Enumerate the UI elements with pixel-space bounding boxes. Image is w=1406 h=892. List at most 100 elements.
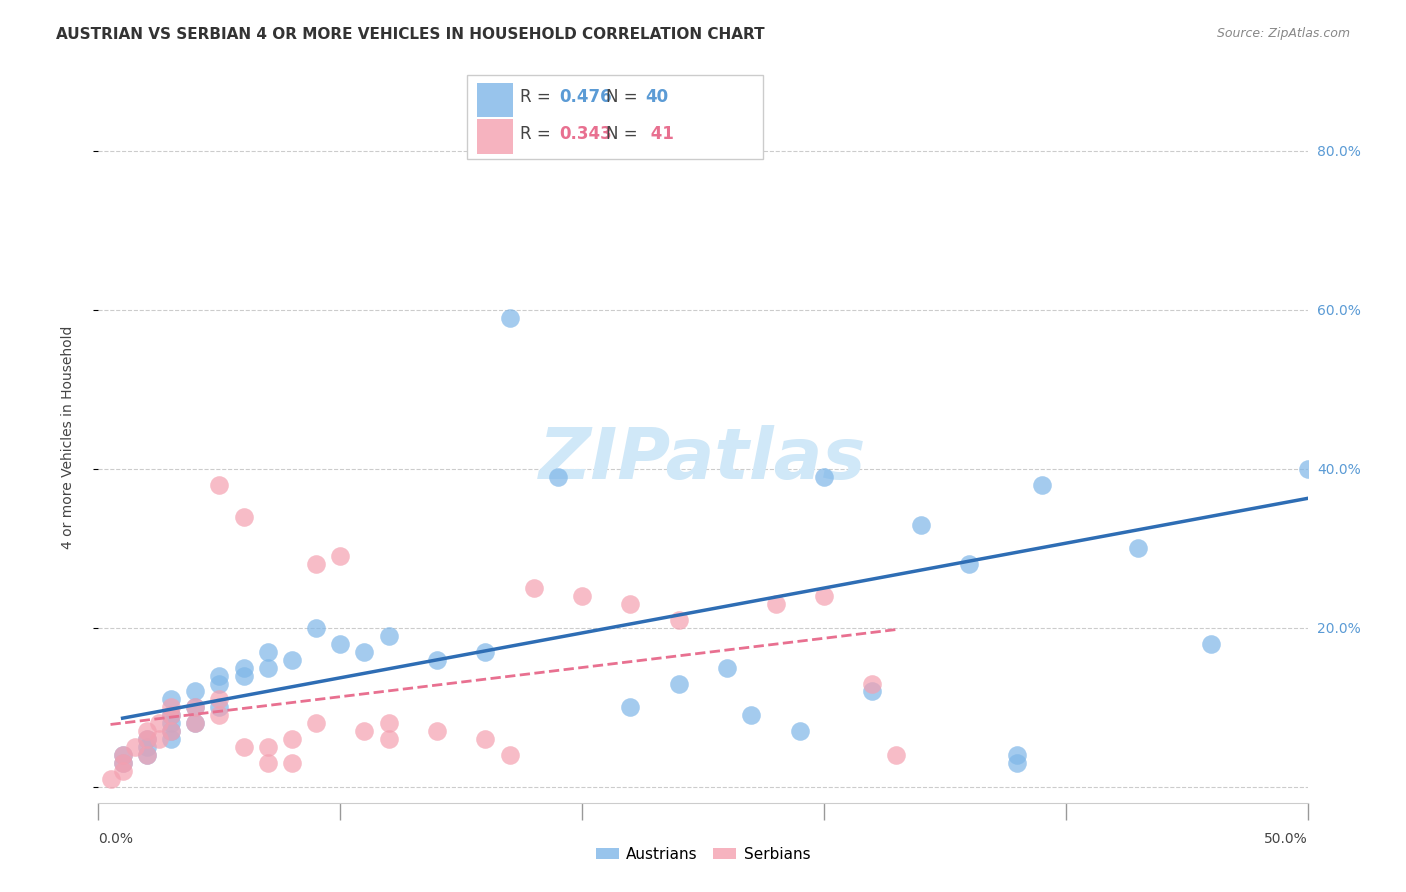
Text: ZIPatlas: ZIPatlas [540,425,866,493]
Point [886,748,908,763]
Point [740,708,762,723]
Point [232,668,254,682]
Point [474,732,496,747]
Point [184,684,207,698]
FancyBboxPatch shape [477,83,513,117]
Text: 50.0%: 50.0% [1264,832,1308,846]
Point [160,724,183,739]
Text: R =: R = [520,125,557,143]
Point [498,748,520,763]
Point [111,748,134,763]
Point [256,740,278,755]
Point [184,700,207,714]
FancyBboxPatch shape [477,120,513,153]
Point [208,676,231,690]
Point [256,645,278,659]
Point [329,637,352,651]
Text: 0.343: 0.343 [560,125,612,143]
Point [813,470,835,484]
Y-axis label: 4 or more Vehicles in Household: 4 or more Vehicles in Household [60,326,75,549]
Point [135,732,157,747]
Point [668,613,690,627]
Point [789,724,811,739]
Point [135,732,157,747]
Point [547,470,569,484]
Point [111,756,134,770]
Point [232,660,254,674]
Point [160,692,183,706]
Point [329,549,352,564]
Point [160,708,183,723]
Point [148,732,170,747]
Point [184,716,207,731]
FancyBboxPatch shape [467,75,763,159]
Text: 41: 41 [645,125,673,143]
Point [148,716,170,731]
Point [523,581,546,595]
Point [353,724,375,739]
Point [160,724,183,739]
Point [135,740,157,755]
Point [160,708,183,723]
Point [668,676,690,690]
Point [619,597,641,611]
Point [377,629,399,643]
Point [305,716,328,731]
Point [160,700,183,714]
Legend: Austrians, Serbians: Austrians, Serbians [589,841,817,868]
Point [281,653,304,667]
Point [1007,748,1029,763]
Point [426,653,449,667]
Point [281,732,304,747]
Point [135,748,157,763]
Point [353,645,375,659]
Point [571,589,593,603]
Point [426,724,449,739]
Point [256,660,278,674]
Point [184,716,207,731]
Point [111,764,134,778]
Point [232,509,254,524]
Point [910,517,932,532]
Text: 0.476: 0.476 [560,88,612,106]
Point [208,668,231,682]
Text: N =: N = [606,125,643,143]
Point [377,732,399,747]
Point [1128,541,1150,556]
Point [100,772,122,786]
Point [232,740,254,755]
Point [860,684,883,698]
Point [281,756,304,770]
Point [160,732,183,747]
Text: R =: R = [520,88,557,106]
Text: N =: N = [606,88,643,106]
Point [619,700,641,714]
Point [305,621,328,635]
Point [208,708,231,723]
Point [135,724,157,739]
Point [208,477,231,491]
Text: 0.0%: 0.0% [98,832,134,846]
Point [111,756,134,770]
Point [160,716,183,731]
Point [813,589,835,603]
Point [498,310,520,325]
Point [135,748,157,763]
Point [208,692,231,706]
Point [184,700,207,714]
Point [208,700,231,714]
Point [860,676,883,690]
Point [124,740,146,755]
Text: 40: 40 [645,88,668,106]
Text: Source: ZipAtlas.com: Source: ZipAtlas.com [1216,27,1350,40]
Point [111,748,134,763]
Text: AUSTRIAN VS SERBIAN 4 OR MORE VEHICLES IN HOUSEHOLD CORRELATION CHART: AUSTRIAN VS SERBIAN 4 OR MORE VEHICLES I… [56,27,765,42]
Point [377,716,399,731]
Point [716,660,738,674]
Point [256,756,278,770]
Point [1199,637,1222,651]
Point [1007,756,1029,770]
Point [305,558,328,572]
Point [957,558,980,572]
Point [765,597,787,611]
